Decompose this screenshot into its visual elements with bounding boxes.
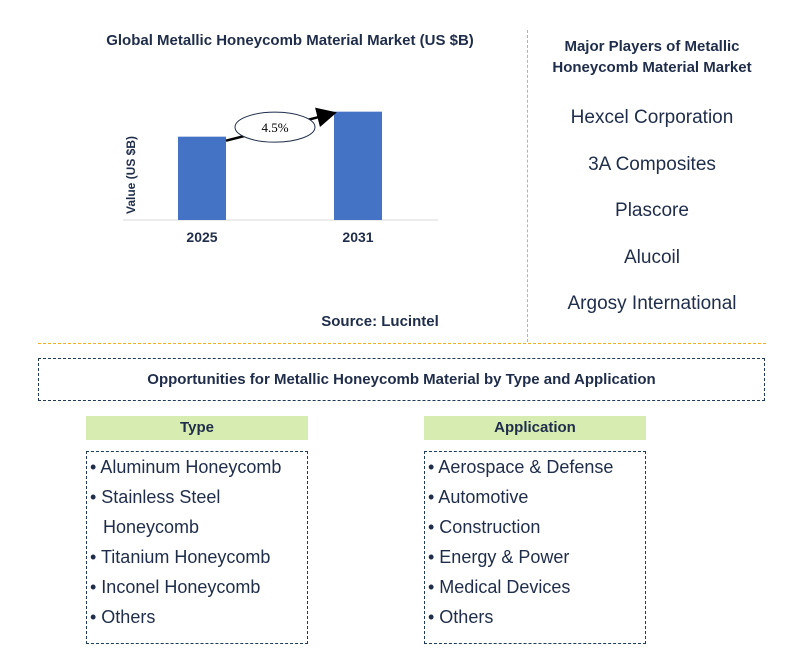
application-box: • Aerospace & Defense • Automotive • Con…	[424, 451, 646, 644]
player-item: 3A Composites	[588, 153, 716, 175]
application-item: • Automotive	[428, 487, 529, 507]
type-item: • Others	[90, 607, 156, 627]
application-header: Application	[424, 416, 646, 440]
x-tick-label: 2025	[186, 229, 217, 245]
application-item: • Construction	[428, 517, 541, 537]
bar-2031	[334, 111, 382, 220]
players-list: Hexcel Corporation 3A Composites Plascor…	[537, 100, 767, 333]
bar-2025	[178, 136, 226, 220]
type-header: Type	[86, 416, 308, 440]
x-tick-label: 2031	[342, 229, 373, 245]
y-axis-label: Value (US $B)	[124, 136, 138, 214]
players-title: Major Players of Metallic Honeycomb Mate…	[552, 38, 752, 76]
type-item: • Aluminum Honeycomb	[90, 457, 282, 477]
application-item: • Others	[428, 607, 494, 627]
player-item: Plascore	[615, 200, 689, 221]
player-item: Hexcel Corporation	[570, 107, 734, 128]
player-item: Alucoil	[624, 246, 680, 268]
bar-chart: 2025 2031 Value (US $B) 4.5%	[123, 107, 438, 245]
opportunities-title: Opportunities for Metallic Honeycomb Mat…	[38, 358, 765, 401]
player-item: Argosy International	[567, 293, 737, 314]
type-box: • Aluminum Honeycomb • Stainless Steel H…	[86, 451, 308, 644]
cagr-label: 4.5%	[261, 120, 288, 135]
application-list: • Aerospace & Defense • Automotive • Con…	[425, 452, 645, 632]
type-item: • Inconel Honeycomb	[90, 577, 261, 597]
application-item: • Aerospace & Defense	[428, 457, 614, 477]
application-item: • Energy & Power	[428, 547, 570, 567]
horizontal-divider	[38, 343, 766, 344]
type-item: • Titanium Honeycomb	[90, 547, 271, 567]
application-item: • Medical Devices	[428, 577, 571, 597]
type-list: • Aluminum Honeycomb • Stainless Steel H…	[87, 452, 307, 632]
cagr-bubble	[234, 111, 316, 143]
chart-title: Global Metallic Honeycomb Material Marke…	[106, 32, 474, 49]
source-note: Source: Lucintel	[321, 313, 439, 330]
vertical-divider	[527, 30, 528, 342]
type-item: • Stainless Steel Honeycomb	[90, 487, 221, 537]
